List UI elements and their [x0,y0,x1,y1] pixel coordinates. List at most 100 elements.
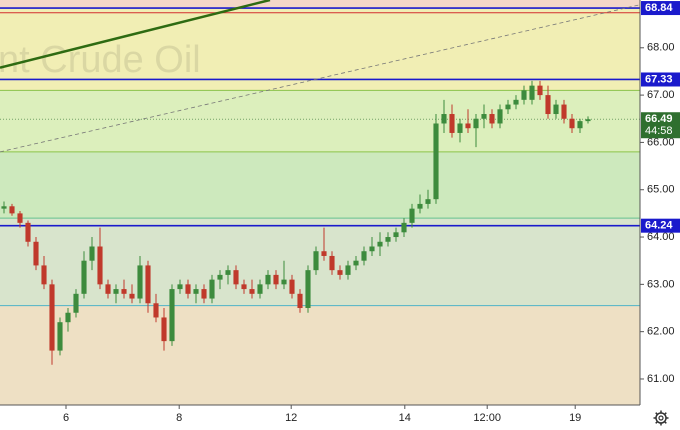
zone [0,8,640,91]
candle-body [25,222,31,242]
x-tick-label: 14 [399,412,411,424]
candle-body [9,206,15,214]
candle-body [457,123,463,133]
candle-body [465,123,471,129]
candle-body [385,237,391,242]
price-label-box [641,1,680,16]
candle-body [433,123,439,200]
candle-body [337,270,343,275]
candle-body [569,118,575,129]
candle-body [249,289,255,294]
candle-body [57,322,63,351]
candle-body [497,109,503,124]
axes: 61.00 62.00 63.00 64.00 65.00 66.00 67.00 68.00… [63,1,680,424]
candle-body [353,260,359,266]
candle-body [369,246,375,252]
candle-body [289,279,295,294]
zone [0,0,640,9]
candle-body [361,251,367,261]
candle-body [129,293,135,299]
candle-body [33,241,39,266]
candle-body [329,255,335,271]
candle-body [169,289,175,342]
candle-body [313,251,319,271]
y-tick-label: 68.00 [647,42,675,54]
candle-body [585,119,591,122]
current-price-label: 66.49 [645,113,673,125]
price-label: 67.33 [645,73,673,85]
candle-body [217,274,223,280]
candle-body [417,203,423,209]
y-tick-label: 64.00 [647,231,675,243]
candle-body [1,206,7,209]
plot-area: nt Crude Oil [0,0,640,405]
candle-body [105,284,111,294]
current-price-box [641,112,680,139]
candle-body [209,279,215,299]
countdown-label: 44:58 [645,125,673,137]
candle-body [441,114,447,124]
candle-body [17,213,23,223]
candle-body [97,246,103,285]
x-tick-label: 12:00 [473,412,501,424]
candle-body [489,114,495,124]
candle-body [425,199,431,204]
candle-body [401,222,407,233]
candle-body [537,85,543,96]
candle-body [145,265,151,304]
price-label-box [641,218,680,233]
settings-icon[interactable] [653,410,669,426]
price-label: 64.24 [645,220,673,232]
candle-body [529,85,535,100]
candle-body [177,284,183,290]
y-tick-label: 63.00 [647,278,675,290]
y-tick-label: 66.00 [647,136,675,148]
candle-body [225,270,231,275]
candle-body [257,284,263,294]
candle-body [201,289,207,299]
candle-body [577,121,583,129]
zone [0,151,640,219]
candle-body [505,104,511,110]
zone [0,218,640,306]
y-tick-label: 61.00 [647,373,675,385]
y-tick-label: 67.00 [647,89,675,101]
zone [0,305,640,405]
candle-body [521,90,527,100]
candle-body [281,279,287,285]
x-tick-label: 8 [176,412,182,424]
time-axis [0,405,640,430]
candle-body [121,289,127,294]
candle-body [185,284,191,294]
y-tick-label: 65.00 [647,184,675,196]
y-tick-label: 62.00 [647,326,675,338]
candle-body [73,293,79,313]
candle-body [89,246,95,261]
candle-body [473,118,479,129]
candle-body [265,274,271,285]
candle-body [49,284,55,351]
candle-body [153,303,159,318]
price-label-box [641,72,680,87]
x-tick-label: 12 [285,412,297,424]
candle-body [553,104,559,115]
candle-body [241,284,247,290]
price-axis [640,0,680,430]
candle-body [193,289,199,294]
candle-body [297,293,303,309]
candle-body [65,312,71,323]
candle-body [113,289,119,294]
candle-body [41,265,47,285]
candle-body [273,274,279,285]
x-tick-label: 6 [63,412,69,424]
candle-body [321,251,327,256]
zone [0,90,640,152]
candle-body [161,317,167,342]
candle-body [513,99,519,105]
candle-body [377,241,383,247]
candle-body [81,260,87,294]
candle-body [545,95,551,115]
candle-body [137,265,143,299]
trend-line [0,4,640,153]
